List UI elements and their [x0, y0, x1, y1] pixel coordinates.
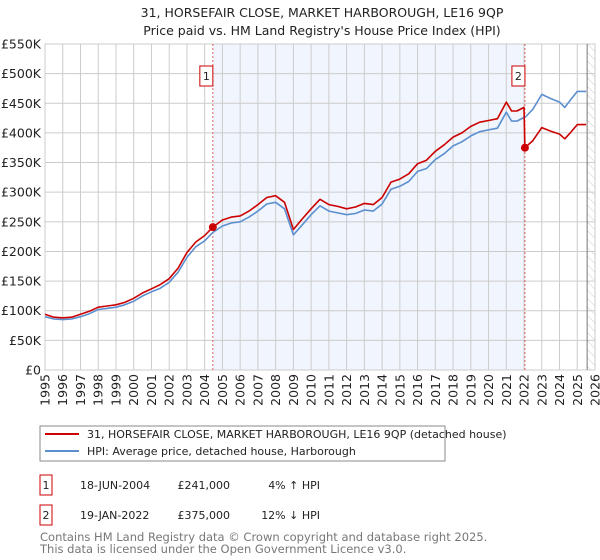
chart-title: 31, HORSEFAIR CLOSE, MARKET HARBOROUGH, … — [141, 5, 504, 20]
x-tick-label: 2024 — [552, 374, 567, 406]
x-tick-label: 2015 — [392, 374, 407, 406]
y-tick-label: £50K — [9, 333, 42, 348]
x-tick-label: 2016 — [410, 374, 425, 406]
future-hatch-region — [587, 44, 595, 370]
sale-hpi-diff: 12% ↓ HPI — [261, 509, 320, 522]
x-tick-label: 2005 — [215, 374, 230, 406]
chart-subtitle: Price paid vs. HM Land Registry's House … — [143, 23, 500, 38]
legend-label-price: 31, HORSEFAIR CLOSE, MARKET HARBOROUGH, … — [87, 428, 507, 441]
sale-price: £375,000 — [178, 509, 231, 522]
price-paid-line — [44, 101, 587, 319]
y-tick-label: £500K — [1, 66, 42, 81]
plot-border — [44, 43, 596, 371]
y-tick-label: £550K — [1, 37, 42, 52]
x-tick-label: 2011 — [321, 374, 336, 406]
x-tick-label: 2008 — [268, 374, 283, 406]
x-tick-label: 2003 — [179, 374, 194, 406]
x-tick-label: 1996 — [55, 374, 70, 406]
sale-label-box — [199, 65, 214, 87]
sale-date: 19-JAN-2022 — [80, 509, 149, 522]
sale-row-1: 1 18-JUN-2004 £241,000 4% ↑ HPI — [39, 474, 320, 496]
ownership-period-shading — [212, 44, 525, 370]
x-tick-label: 2010 — [304, 374, 319, 406]
sale-point — [520, 143, 529, 152]
y-tick-label: £200K — [1, 244, 42, 259]
y-tick-label: £100K — [1, 303, 42, 318]
legend-box — [39, 425, 446, 462]
x-tick-label: 2000 — [126, 374, 141, 406]
x-tick-label: 2017 — [428, 374, 443, 406]
x-tick-label: 2009 — [286, 374, 301, 406]
y-tick-label: £250K — [1, 214, 42, 229]
y-tick-label: £350K — [1, 155, 42, 170]
hpi-line — [44, 90, 587, 321]
x-tick-label: 2014 — [375, 374, 390, 406]
sale-number: 1 — [43, 479, 50, 492]
sale-label: 1 — [203, 70, 210, 83]
footer-copyright: Contains HM Land Registry data © Crown c… — [40, 530, 487, 544]
sale-marker-box — [39, 504, 53, 526]
y-tick-label: £300K — [1, 185, 42, 200]
sales-table: 1 18-JUN-2004 £241,000 4% ↑ HPI 2 19-JAN… — [39, 474, 320, 526]
y-tick-label: £0 — [25, 363, 41, 378]
x-tick-label: 2026 — [588, 374, 600, 406]
sale-label-box — [511, 65, 526, 87]
x-tick-label: 2001 — [144, 374, 159, 406]
sale-number: 2 — [43, 509, 50, 522]
sale-point — [208, 223, 217, 232]
sale-date: 18-JUN-2004 — [80, 479, 150, 492]
x-tick-label: 2025 — [570, 374, 585, 406]
x-tick-label: 2012 — [339, 374, 354, 406]
x-tick-label: 2006 — [233, 374, 248, 406]
sale-row-2: 2 19-JAN-2022 £375,000 12% ↓ HPI — [39, 504, 320, 526]
y-tick-label: £450K — [1, 96, 42, 111]
x-tick-label: 1999 — [108, 374, 123, 406]
x-tick-label: 1995 — [38, 374, 53, 406]
x-tick-label: 2018 — [446, 374, 461, 406]
x-tick-label: 2020 — [481, 374, 496, 406]
x-tick-label: 2022 — [517, 374, 532, 406]
sale-label: 2 — [515, 70, 522, 83]
sale-price: £241,000 — [178, 479, 231, 492]
x-tick-label: 2023 — [534, 374, 549, 406]
x-tick-label: 2007 — [250, 374, 265, 406]
x-tick-label: 1997 — [73, 374, 88, 406]
y-tick-label: £150K — [1, 274, 42, 289]
x-tick-label: 2004 — [197, 374, 212, 406]
y-tick-label: £400K — [1, 125, 42, 140]
legend-label-hpi: HPI: Average price, detached house, Harb… — [87, 445, 356, 458]
footer-licence: This data is licensed under the Open Gov… — [39, 542, 406, 556]
x-tick-label: 2019 — [463, 374, 478, 406]
legend: 31, HORSEFAIR CLOSE, MARKET HARBOROUGH, … — [39, 425, 507, 462]
x-tick-label: 1998 — [91, 374, 106, 406]
x-tick-label: 2002 — [162, 374, 177, 406]
x-tick-label: 2013 — [357, 374, 372, 406]
x-tick-label: 2021 — [499, 374, 514, 406]
sale-hpi-diff: 4% ↑ HPI — [268, 479, 320, 492]
sale-marker-box — [39, 474, 53, 496]
